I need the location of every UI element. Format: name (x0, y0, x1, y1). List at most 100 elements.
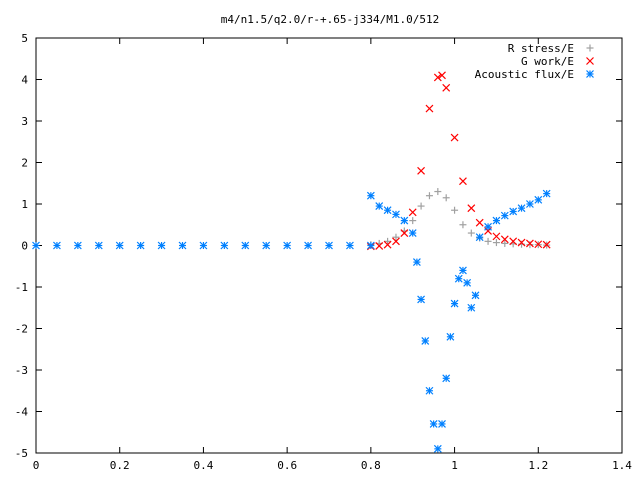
data-point (463, 278, 472, 287)
data-point (392, 237, 400, 246)
y-tick-label: -3 (15, 364, 28, 377)
data-point (459, 266, 467, 275)
data-point (400, 216, 409, 225)
data-point (412, 258, 421, 267)
data-point (425, 386, 434, 395)
data-point (157, 241, 166, 250)
data-point (509, 207, 518, 216)
data-point (500, 235, 509, 244)
y-tick-label: 5 (21, 32, 28, 45)
legend-marker (586, 44, 594, 52)
data-point (73, 241, 82, 250)
data-point (375, 202, 384, 210)
data-point (451, 206, 459, 214)
data-point (409, 217, 417, 225)
data-point (438, 71, 446, 80)
data-point (383, 240, 392, 249)
data-point (471, 291, 480, 300)
data-point (115, 241, 124, 250)
data-marks (32, 71, 551, 453)
series-1 (366, 71, 551, 251)
axes: 0 0.2 0.4 0.6 0.8 1 1.2 1.4 5 4 3 2 1 0 -1 -2 -3 -4 -5 (15, 32, 633, 472)
data-point (459, 177, 467, 186)
data-point (442, 374, 451, 383)
data-point (492, 232, 501, 241)
data-point (241, 241, 250, 250)
x-tick-label: 1.4 (612, 459, 632, 472)
data-point (425, 104, 434, 113)
data-point (450, 299, 459, 308)
data-point (534, 240, 543, 249)
data-point (94, 241, 103, 250)
data-point (283, 241, 292, 250)
data-point (517, 204, 526, 213)
data-point (178, 241, 187, 250)
data-point (384, 237, 392, 245)
legend-label: G work/E (521, 55, 574, 68)
data-point (442, 194, 450, 202)
legend-label: R stress/E (508, 42, 574, 55)
data-point (392, 233, 400, 241)
data-point (375, 241, 384, 250)
x-tick-label: 1 (451, 459, 458, 472)
data-point (434, 188, 442, 196)
data-point (417, 202, 425, 210)
data-point (383, 206, 392, 215)
data-point (542, 189, 551, 198)
y-tick-label: 0 (21, 240, 28, 253)
x-tick-label: 0.4 (193, 459, 213, 472)
y-tick-label: 4 (21, 74, 28, 87)
y-tick-label: 3 (21, 115, 28, 128)
data-point (484, 237, 492, 245)
data-point (526, 241, 534, 249)
y-tick-label: -5 (15, 447, 28, 460)
data-point (501, 239, 509, 247)
data-point (509, 237, 518, 246)
legend-label: Acoustic flux/E (475, 68, 574, 81)
data-point (53, 241, 61, 250)
data-point (442, 83, 451, 92)
x-tick-label: 1.2 (528, 459, 548, 472)
data-point (366, 191, 375, 200)
data-point (32, 241, 40, 250)
data-point (459, 221, 467, 229)
legend-marker (586, 57, 594, 65)
data-point (467, 204, 476, 213)
data-point (400, 229, 409, 237)
data-point (325, 241, 333, 250)
data-point (492, 216, 501, 225)
data-point (408, 229, 417, 237)
data-point (542, 240, 551, 249)
data-point (429, 420, 438, 428)
data-point (421, 337, 430, 345)
y-tick-label: -4 (15, 406, 29, 419)
chart-title: m4/n1.5/q2.0/r-+.65-j334/M1.0/512 (221, 13, 440, 26)
data-point (433, 444, 442, 453)
data-point (425, 192, 433, 200)
data-point (525, 239, 534, 248)
x-tick-label: 0 (33, 459, 40, 472)
data-point (433, 73, 442, 82)
data-point (467, 303, 476, 312)
x-tick-label: 0.2 (110, 459, 130, 472)
data-point (500, 211, 509, 220)
y-tick-label: -1 (15, 281, 28, 294)
data-point (417, 295, 426, 304)
data-point (492, 239, 500, 247)
data-point (417, 166, 426, 175)
data-point (467, 229, 475, 237)
data-point (136, 241, 145, 250)
data-point (454, 274, 463, 283)
data-point (475, 233, 484, 242)
data-point (199, 241, 208, 250)
y-tick-label: -2 (15, 323, 28, 336)
data-point (262, 241, 271, 250)
data-point (366, 241, 375, 250)
data-point (517, 238, 526, 247)
data-point (346, 241, 354, 250)
y-tick-label: 2 (21, 157, 28, 170)
data-point (220, 241, 229, 250)
data-point (475, 218, 484, 227)
x-tick-label: 0.6 (277, 459, 297, 472)
